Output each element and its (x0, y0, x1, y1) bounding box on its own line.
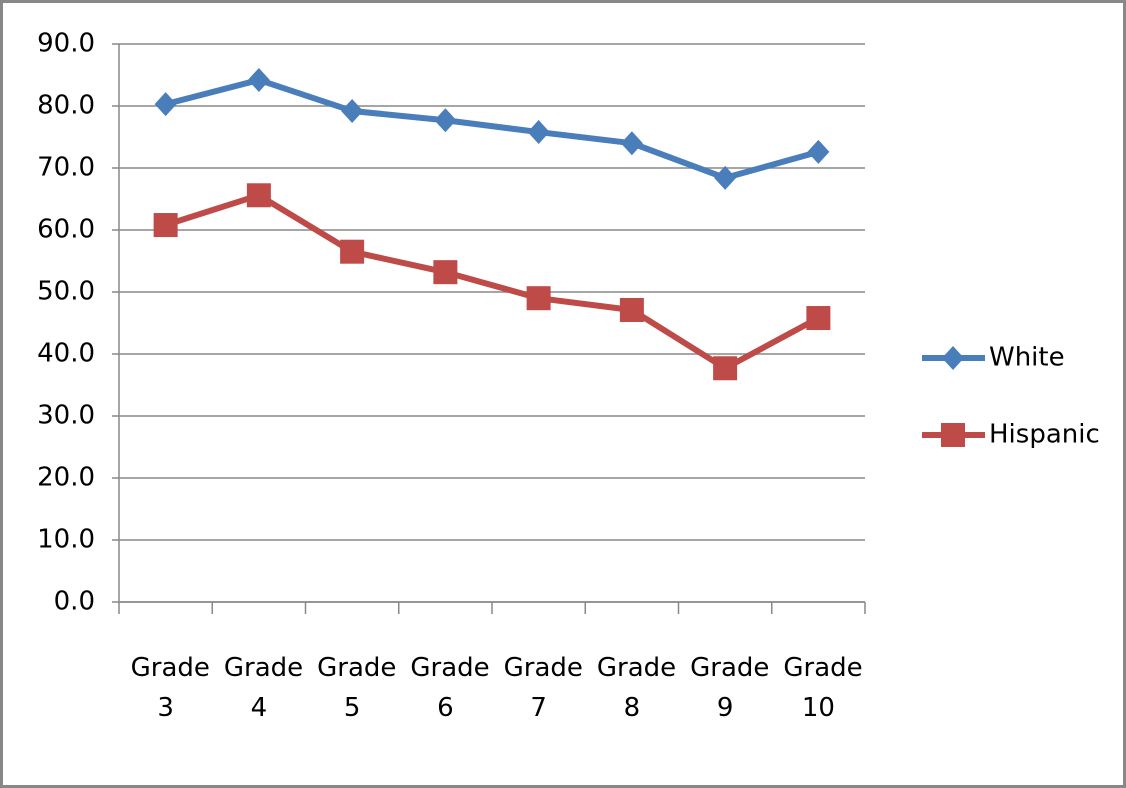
legend-marker (941, 423, 965, 447)
y-tick-label: 70.0 (37, 153, 95, 183)
y-tick-label: 90.0 (37, 29, 95, 59)
data-point (619, 297, 644, 322)
legend-label: Hispanic (989, 420, 1100, 450)
x-tick-label: Grade 3 (130, 653, 210, 723)
data-point (246, 183, 271, 208)
x-tick-label: Grade 7 (503, 653, 583, 723)
data-point (154, 92, 177, 117)
y-tick-label: 0.0 (54, 587, 95, 617)
data-point (341, 98, 364, 123)
series-line (164, 76, 820, 181)
x-tick-label: Grade 9 (690, 653, 770, 723)
x-tick-label: Grade 4 (223, 653, 304, 723)
data-point (340, 239, 365, 264)
x-tick-label: Grade 8 (596, 653, 677, 723)
legend-label: White (989, 343, 1065, 373)
y-tick-label: 20.0 (37, 463, 95, 493)
y-tick-label: 60.0 (37, 215, 95, 245)
data-point (807, 139, 830, 164)
data-point (527, 120, 550, 145)
data-point (806, 306, 831, 331)
legend-marker (942, 346, 964, 370)
data-point (434, 108, 457, 133)
y-tick-label: 10.0 (37, 525, 95, 555)
data-point (433, 260, 458, 285)
data-point (247, 67, 270, 92)
x-tick-label: Grade 10 (783, 653, 863, 723)
x-tick-label: Grade 5 (317, 653, 397, 723)
data-point (526, 286, 551, 311)
x-tick-label: Grade 6 (410, 653, 490, 723)
data-point (153, 213, 178, 238)
series-line (164, 192, 820, 372)
data-point (713, 356, 738, 381)
y-tick-label: 80.0 (37, 91, 95, 121)
y-tick-label: 50.0 (37, 277, 95, 307)
data-point (620, 131, 643, 156)
y-tick-label: 30.0 (37, 401, 95, 431)
y-tick-label: 40.0 (37, 339, 95, 369)
data-point (714, 165, 737, 190)
